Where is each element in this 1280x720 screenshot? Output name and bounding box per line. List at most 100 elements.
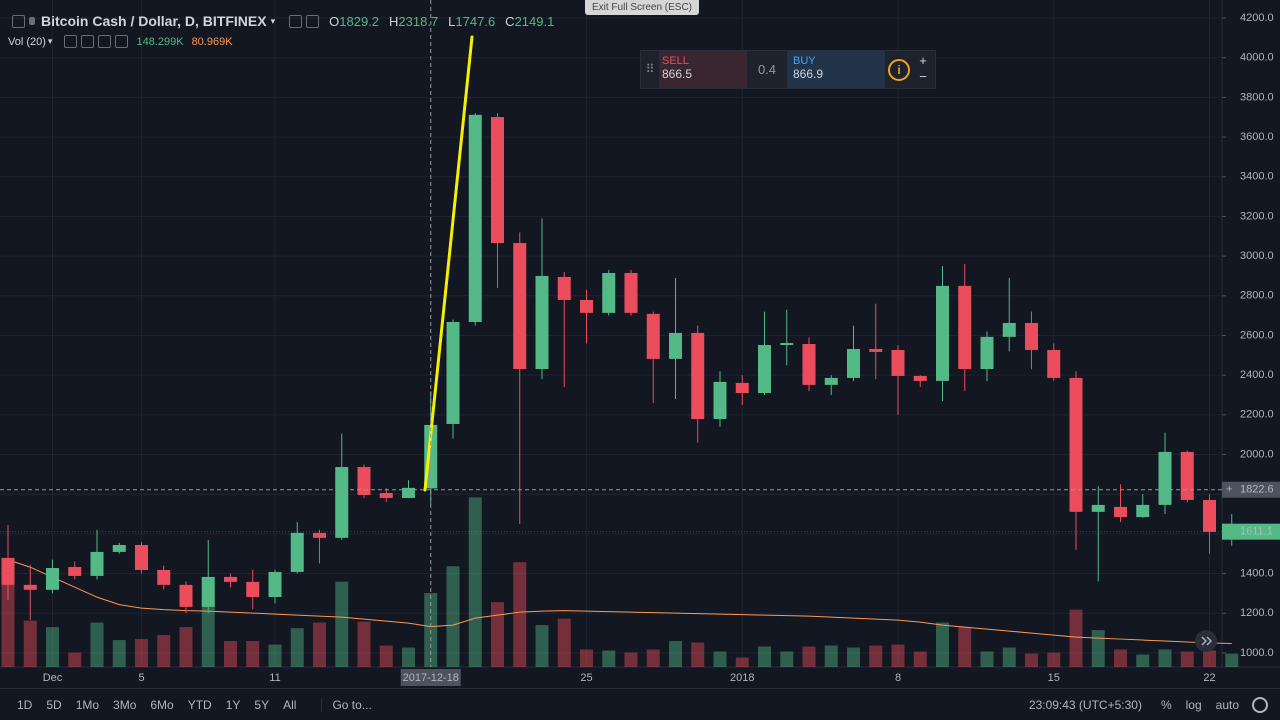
volume-bar (402, 647, 415, 667)
dropdown-arrow[interactable]: ▾ (270, 15, 276, 26)
y-tick-label: 3400.0 (1240, 171, 1274, 183)
candle-body (112, 544, 126, 552)
volume-bar (491, 602, 504, 667)
candle-body (557, 276, 571, 300)
candle-body (23, 584, 37, 590)
candle-body (624, 272, 638, 313)
candle-body (535, 275, 549, 370)
remove-icon[interactable] (115, 35, 129, 48)
exit-fullscreen[interactable]: Exit Full Screen (ESC) (585, 0, 699, 15)
volume-bar (1091, 630, 1105, 667)
candle-body (224, 576, 237, 582)
y-tick-label: 2200.0 (1240, 409, 1274, 421)
volume-bar (224, 641, 237, 667)
candle-body (824, 377, 838, 385)
scroll-button[interactable] (1195, 630, 1217, 652)
crosshair-price-bg (1222, 481, 1280, 498)
sell-button[interactable]: SELL 866.5 (659, 51, 747, 88)
range-button[interactable]: 5Y (254, 697, 270, 712)
spread: 0.4 (757, 62, 777, 77)
source-icon[interactable] (98, 35, 112, 48)
last-price-label: 1611.1 (1240, 526, 1273, 538)
range-button[interactable]: YTD (187, 697, 212, 712)
scale-buttons: % log auto (1154, 698, 1246, 712)
buy-label: BUY (793, 55, 816, 67)
candle-body (1158, 451, 1172, 505)
candle-body (313, 532, 326, 538)
dropdown-arrow[interactable]: ▾ (47, 36, 53, 46)
ohlc-value: 2149.1 (514, 13, 555, 29)
candle-body (379, 493, 393, 498)
x-tick-label: 8 (895, 672, 901, 684)
volume-bar (1158, 649, 1172, 667)
volume-bar (179, 627, 193, 667)
scale-button[interactable]: % (1160, 697, 1172, 712)
candle-body (1091, 504, 1105, 512)
volume-bar (535, 625, 549, 667)
y-tick-label: 4200.0 (1240, 12, 1274, 24)
legend-header: Bitcoin Cash / Dollar, D, BITFINEX ▾ O 18… (8, 13, 554, 29)
ohlc-label: O (329, 13, 340, 29)
volume-bar (1225, 653, 1239, 667)
range-button[interactable]: 1Y (225, 697, 241, 712)
size-buttons[interactable]: + − (919, 53, 927, 84)
volume-bar (90, 622, 104, 667)
y-tick-label: 2400.0 (1240, 369, 1274, 381)
y-tick-label: 2800.0 (1240, 290, 1274, 302)
candle-body (268, 571, 282, 597)
settings-button[interactable] (1252, 696, 1268, 713)
scale-button[interactable]: auto (1215, 697, 1239, 712)
volume-legend: Vol (20) ▾ 148.299K 80.969K (8, 35, 233, 48)
candle-body (157, 569, 171, 585)
volume-bar (557, 618, 571, 667)
collapse-icon[interactable] (12, 14, 25, 28)
eye-icon[interactable] (64, 35, 78, 48)
range-button[interactable]: 1D (17, 697, 33, 712)
x-tick-label: 2017-12-18 (403, 672, 459, 684)
candle-body (669, 332, 682, 359)
candle-body (1025, 322, 1038, 350)
axes: 1000.01200.01400.01600.01800.02000.02200… (0, 0, 1280, 686)
x-tick-label: 25 (580, 672, 592, 684)
candle-body (1114, 506, 1127, 518)
volume-bar (335, 581, 349, 667)
trend-line-drawing[interactable] (423, 35, 474, 492)
symbol-name[interactable]: Bitcoin Cash / Dollar, D, BITFINEX (41, 13, 267, 29)
y-tick-label: 3600.0 (1240, 131, 1274, 143)
x-tick-label: 15 (1048, 672, 1060, 684)
candle-body (580, 299, 593, 313)
candles (1, 113, 1239, 620)
candle-body (691, 332, 705, 420)
drag-handle[interactable]: ⠿ (645, 62, 655, 76)
volume-bar (913, 651, 927, 667)
candle-body (802, 344, 816, 385)
candle-body (913, 375, 927, 381)
volume-title[interactable]: Vol (20) (8, 35, 46, 48)
range-button[interactable]: 3Mo (113, 697, 137, 712)
range-button[interactable]: 5D (46, 697, 62, 712)
goto-button[interactable]: Go to... (321, 697, 372, 712)
y-tick-label: 1000.0 (1240, 647, 1274, 659)
candle-body (357, 467, 371, 495)
flag-icon (29, 17, 35, 25)
candle-body (958, 285, 972, 370)
remove-icon[interactable] (306, 14, 320, 28)
volume-bar (669, 641, 682, 667)
range-button[interactable]: All (283, 697, 297, 712)
buy-button[interactable]: BUY 866.9 (787, 51, 885, 88)
bottom-toolbar: 1D 5D 1Mo 3Mo 6Mo YTD 1Y 5Y All Go to... 23:09:4… (0, 688, 1280, 720)
volume-bar (691, 642, 705, 667)
volume-bar (713, 651, 727, 667)
range-button[interactable]: 1Mo (75, 697, 100, 712)
volume-bar (1114, 649, 1127, 667)
sell-label: SELL (662, 55, 689, 67)
scale-button[interactable]: log (1185, 697, 1202, 712)
settings-icon[interactable] (289, 14, 303, 28)
info-button[interactable]: i (885, 51, 913, 88)
range-button[interactable]: 6Mo (150, 697, 174, 712)
candle-body (246, 581, 260, 597)
y-tick-label: 3200.0 (1240, 210, 1274, 222)
volume-bar (157, 635, 171, 667)
settings-icon[interactable] (81, 35, 95, 48)
clock: 23:09:43 (UTC+5:30) (1028, 697, 1142, 712)
